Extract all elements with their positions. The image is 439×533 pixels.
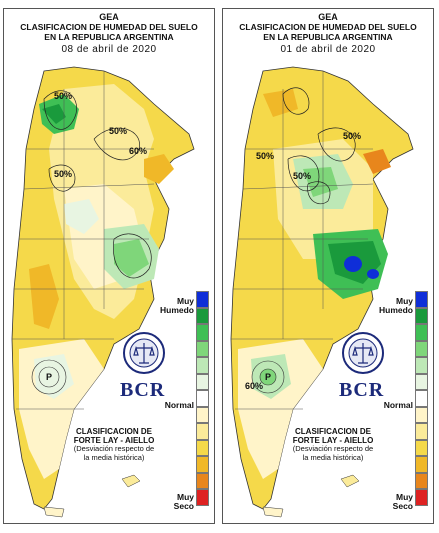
region-dry-northeast [144, 154, 174, 184]
malvinas-islands-2 [340, 474, 360, 488]
contour-label-3: 50% [54, 169, 72, 179]
info-line4-2: la media histórica) [302, 453, 364, 462]
legend-top-label: Muy Humedo [160, 296, 194, 316]
legend-swatch [415, 390, 428, 407]
map-title-line1-2: CLASIFICACION DE HUMEDAD DEL SUELO [239, 22, 417, 32]
legend-mid-label: Normal [164, 400, 194, 410]
legend-swatch [196, 324, 209, 341]
legend-swatch [196, 373, 209, 390]
legend-swatch [415, 340, 428, 357]
legend-swatch [415, 472, 428, 489]
argentina-soil-moisture-map: P 50% 50% 50% 60% [4, 57, 214, 523]
tierra-del-fuego [43, 506, 65, 518]
info-line1: CLASIFICACION DE [76, 427, 152, 436]
map-panel-april-08: P 50% 50% 50% 60% GEA CLASIFICACION DE H… [3, 8, 215, 524]
bcr-seal-icon [123, 332, 165, 374]
contour-label-3-2: 50% [343, 131, 361, 141]
malvinas-islands [121, 474, 141, 488]
legend-swatch [196, 390, 209, 407]
legend-swatch [415, 291, 428, 308]
contour-label-p-2: P [265, 372, 271, 382]
legend-swatch [415, 406, 428, 423]
legend-swatch [415, 373, 428, 390]
legend-swatch [415, 307, 428, 324]
map-title-line2: EN LA REPUBLICA ARGENTINA [44, 32, 174, 42]
region-dry-north-2 [263, 89, 298, 117]
org-label: GEA [99, 12, 119, 22]
region-very-wet-northwest [42, 104, 66, 124]
info-line2-2: FORTE LAY - AIELLO [292, 436, 374, 446]
region-extreme-wet-3 [367, 269, 379, 279]
contour-label-2-2: 50% [293, 171, 311, 181]
legend-swatch [196, 439, 209, 456]
legend-swatch [196, 357, 209, 374]
info-block-2: CLASIFICACION DE FORTE LAY - AIELLO (Des… [273, 427, 393, 463]
contour-label-1: 50% [54, 91, 72, 101]
info-line1-2: CLASIFICACION DE [295, 427, 371, 436]
legend-swatch [196, 423, 209, 440]
argentina-soil-moisture-map-2: P 50% 50% 50% 60% [223, 57, 433, 523]
province-borders-2 [231, 71, 374, 410]
info-line4: la media histórica) [83, 453, 145, 462]
province-borders [12, 71, 155, 410]
map-date-2: 01 de abril de 2020 [280, 44, 376, 55]
contour-label-1-2: 50% [256, 151, 274, 161]
legend-swatch [196, 406, 209, 423]
legend-swatch [196, 456, 209, 473]
contour-label-p: P [46, 372, 52, 382]
legend-swatch [415, 324, 428, 341]
info-line3-2: (Desviación respecto de [292, 444, 374, 454]
contour-label-2: 50% [109, 126, 127, 136]
info-block: CLASIFICACION DE FORTE LAY - AIELLO (Des… [54, 427, 174, 463]
legend-top-label-2: Muy Humedo [379, 296, 413, 316]
region-dry-west [29, 264, 59, 329]
legend-swatch [196, 307, 209, 324]
bcr-logo-text-2: BCR [339, 379, 385, 401]
legend-bottom-label: Muy Seco [173, 492, 194, 512]
region-very-dry-northeast-2 [363, 149, 391, 174]
legend-swatch [196, 472, 209, 489]
region-patagonia-normal [34, 354, 74, 399]
map-title-line2-2: EN LA REPUBLICA ARGENTINA [263, 32, 393, 42]
legend-swatch [415, 439, 428, 456]
region-normal-center [64, 199, 99, 234]
legend-swatch [196, 340, 209, 357]
legend-swatch [196, 489, 209, 506]
region-extreme-wet-2 [344, 256, 362, 272]
map-date: 08 de abril de 2020 [61, 44, 157, 55]
legend-color-bar [196, 291, 209, 506]
info-line3: (Desviación respecto de [73, 444, 155, 454]
legend-color-bar-2 [415, 291, 428, 506]
bcr-logo-text: BCR [120, 379, 166, 401]
legend-swatch [415, 357, 428, 374]
map-panel-april-01: P 50% 50% 50% 60% GEA CLASIFICACION DE H… [222, 8, 434, 524]
tierra-del-fuego-2 [262, 506, 284, 518]
region-wetter-pampas [114, 239, 149, 277]
contour-label-4: 60% [129, 146, 147, 156]
bcr-seal-icon-2 [342, 332, 384, 374]
map-title-line1: CLASIFICACION DE HUMEDAD DEL SUELO [20, 22, 198, 32]
legend-bottom-label-2: Muy Seco [392, 492, 413, 512]
legend-swatch [196, 291, 209, 308]
contour-label-4-2: 60% [245, 381, 263, 391]
legend-mid-label-2: Normal [383, 400, 413, 410]
legend-swatch [415, 456, 428, 473]
legend-swatch [415, 423, 428, 440]
info-line2: FORTE LAY - AIELLO [73, 436, 155, 446]
org-label-2: GEA [318, 12, 338, 22]
legend-swatch [415, 489, 428, 506]
